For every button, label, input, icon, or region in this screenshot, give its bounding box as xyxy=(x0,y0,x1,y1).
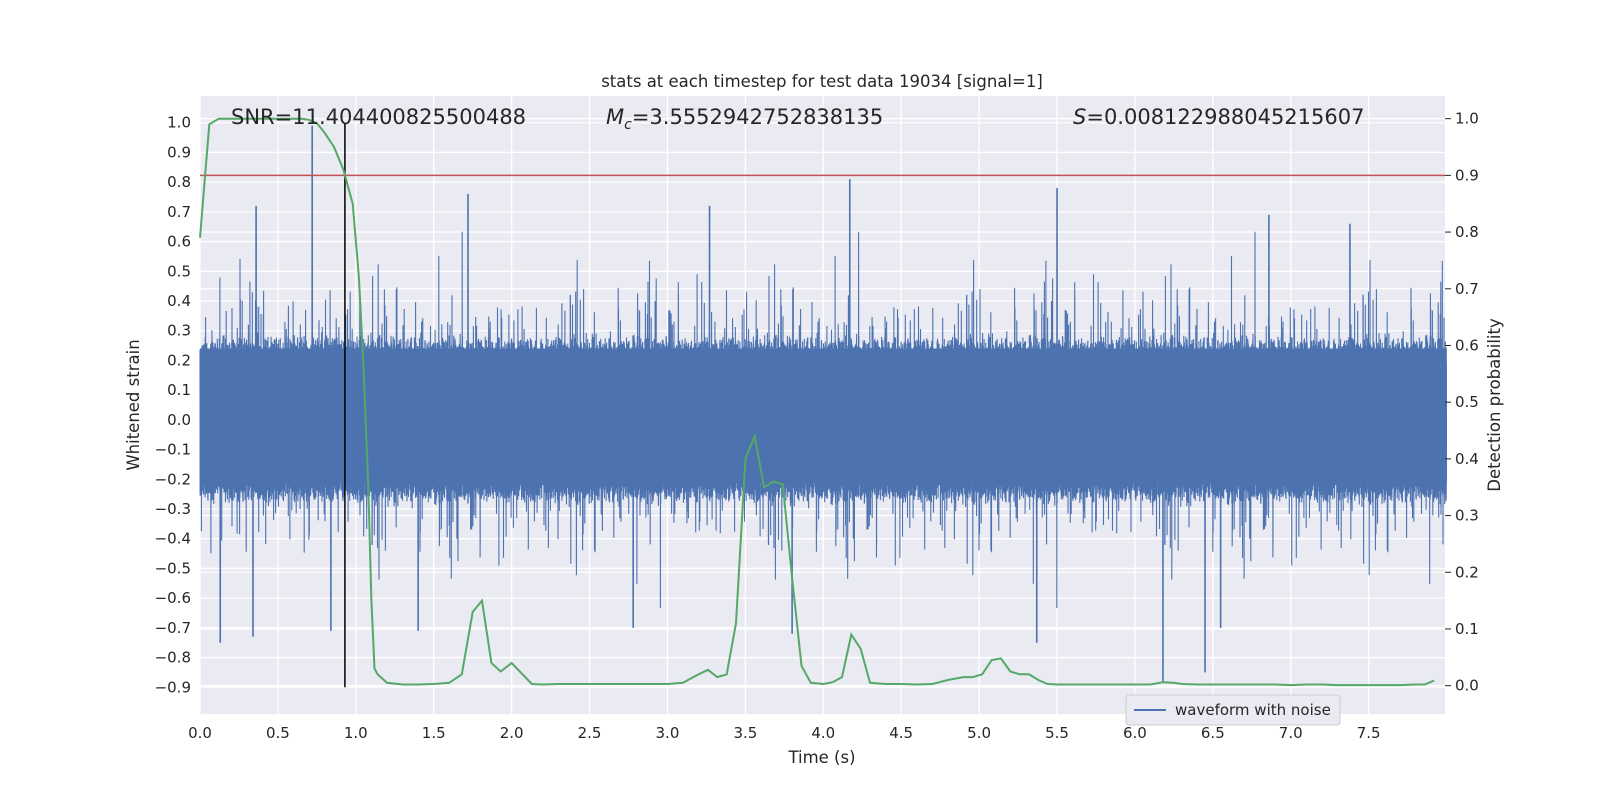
y-tick-label-left: −0.7 xyxy=(155,619,191,637)
y-tick-label-right: 0.8 xyxy=(1455,223,1479,241)
x-tick-label: 5.0 xyxy=(967,724,991,742)
legend-box xyxy=(1125,694,1341,726)
y-tick-label-right: 0.1 xyxy=(1455,620,1479,638)
y-tick-label-left: 0.9 xyxy=(167,143,191,161)
significance-symbol: S xyxy=(1073,105,1086,129)
y-tick-label-left: 0.4 xyxy=(167,292,191,310)
y-tick-label-left: 0.1 xyxy=(167,381,191,399)
chirp-mass-subscript: c xyxy=(624,117,632,133)
y-tick-label-left: −0.9 xyxy=(155,678,191,696)
y-tick-label-left: −0.3 xyxy=(155,500,191,518)
y-tick-label-right: 0.3 xyxy=(1455,507,1479,525)
y-tick-label-left: −0.4 xyxy=(155,530,191,548)
significance-annotation: S=0.008122988045215607 xyxy=(1073,105,1364,129)
y-tick-label-left: −0.2 xyxy=(155,470,191,488)
probability-line xyxy=(199,117,1435,687)
x-tick-label: 6.0 xyxy=(1123,724,1147,742)
x-tick-label: 1.5 xyxy=(422,724,446,742)
tick-labels: 0.0 0.5 1.0 1.5 2.0 2.5 3.0 3.5 4.0 4.5 5.0 5.5 6.0 6… xyxy=(155,110,1479,742)
y-tick-label-left: 1.0 xyxy=(167,114,191,132)
x-tick-label: 5.5 xyxy=(1045,724,1069,742)
legend: waveform with noise xyxy=(1125,694,1341,726)
snr-annotation: SNR=11.404400825500488 xyxy=(231,105,526,129)
strain-series xyxy=(199,125,1448,682)
y-tick-label-right: 0.2 xyxy=(1455,563,1479,581)
y-tick-label-right: 0.4 xyxy=(1455,450,1479,468)
x-tick-label: 4.0 xyxy=(811,724,835,742)
strain-dense-band xyxy=(200,348,1445,477)
y-axis-label-left: Whitened strain xyxy=(124,339,143,470)
y-tick-label-left: −0.1 xyxy=(155,441,191,459)
probability-series xyxy=(199,117,1435,687)
x-tick-label: 7.0 xyxy=(1279,724,1303,742)
x-tick-label: 3.5 xyxy=(733,724,757,742)
y-tick-label-left: −0.5 xyxy=(155,559,191,577)
chirp-mass-symbol: M xyxy=(606,105,624,129)
chirp-mass-annotation: Mc=3.5552942752838135 xyxy=(606,105,883,133)
y-axis-label-right: Detection probability xyxy=(1485,318,1504,492)
y-tick-label-left: 0.0 xyxy=(167,411,191,429)
y-tick-label-left: 0.7 xyxy=(167,203,191,221)
y-tick-label-right: 0.0 xyxy=(1455,677,1479,695)
x-tick-label: 3.0 xyxy=(656,724,680,742)
significance-value: =0.008122988045215607 xyxy=(1086,105,1364,129)
chirp-mass-value: =3.5552942752838135 xyxy=(632,105,883,129)
x-tick-label: 6.5 xyxy=(1201,724,1225,742)
y-tick-label-right: 0.9 xyxy=(1455,166,1479,184)
x-axis-label: Time (s) xyxy=(787,748,855,767)
y-tick-label-right: 0.5 xyxy=(1455,393,1479,411)
x-tick-label: 1.0 xyxy=(344,724,368,742)
legend-label: waveform with noise xyxy=(1175,701,1331,719)
y-tick-label-left: 0.6 xyxy=(167,233,191,251)
y-tick-label-right: 0.6 xyxy=(1455,336,1479,354)
x-tick-label: 7.5 xyxy=(1357,724,1381,742)
y-tick-label-left: 0.5 xyxy=(167,262,191,280)
y-tick-label-right: 0.7 xyxy=(1455,280,1479,298)
x-tick-label: 2.0 xyxy=(500,724,524,742)
y-tick-label-left: −0.6 xyxy=(155,589,191,607)
x-tick-label: 2.5 xyxy=(578,724,602,742)
y-tick-label-left: 0.3 xyxy=(167,322,191,340)
x-tick-label: 4.5 xyxy=(889,724,913,742)
chart-title: stats at each timestep for test data 190… xyxy=(601,72,1043,91)
y-tick-label-left: −0.8 xyxy=(155,649,191,667)
overlay-lines xyxy=(200,122,1445,688)
x-tick-label: 0.5 xyxy=(266,724,290,742)
y-tick-label-right: 1.0 xyxy=(1455,110,1479,128)
y-tick-label-left: 0.2 xyxy=(167,351,191,369)
y-tick-label-left: 0.8 xyxy=(167,173,191,191)
x-tick-label: 0.0 xyxy=(188,724,212,742)
